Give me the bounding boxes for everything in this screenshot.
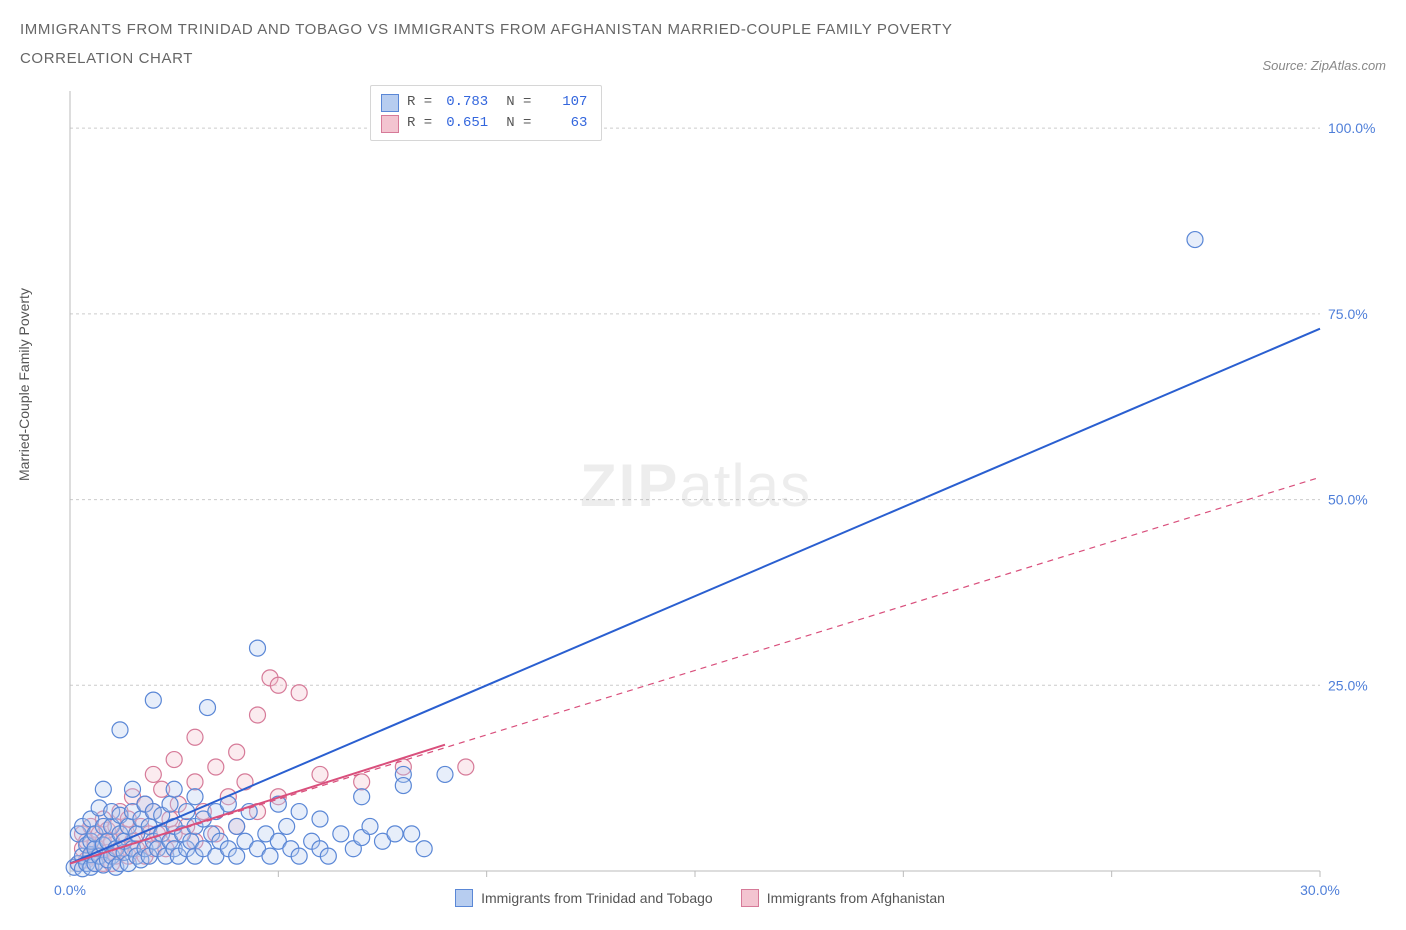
svg-text:100.0%: 100.0% <box>1328 120 1375 136</box>
chart-title: IMMIGRANTS FROM TRINIDAD AND TOBAGO VS I… <box>20 16 1070 73</box>
r-value-1: 0.651 <box>440 113 488 134</box>
n-label-0: N = <box>506 92 531 113</box>
stat-swatch-0 <box>381 94 399 112</box>
legend-swatch-1 <box>741 889 759 907</box>
stat-row-1: R = 0.651 N = 63 <box>381 113 587 134</box>
r-value-0: 0.783 <box>440 92 488 113</box>
legend-label-1: Immigrants from Afghanistan <box>767 890 945 906</box>
stat-swatch-1 <box>381 115 399 133</box>
source-label: Source: ZipAtlas.com <box>1262 58 1386 73</box>
n-label-1: N = <box>506 113 531 134</box>
legend-item-1: Immigrants from Afghanistan <box>741 889 945 907</box>
n-value-1: 63 <box>539 113 587 134</box>
stats-box: R = 0.783 N = 107 R = 0.651 N = 63 <box>370 85 602 141</box>
r-label-0: R = <box>407 92 432 113</box>
watermark: ZIPatlas <box>580 451 811 520</box>
svg-text:50.0%: 50.0% <box>1328 492 1368 508</box>
legend-item-0: Immigrants from Trinidad and Tobago <box>455 889 713 907</box>
bottom-legend: Immigrants from Trinidad and Tobago Immi… <box>20 889 1380 907</box>
legend-label-0: Immigrants from Trinidad and Tobago <box>481 890 713 906</box>
r-label-1: R = <box>407 113 432 134</box>
svg-text:75.0%: 75.0% <box>1328 306 1368 322</box>
watermark-bold: ZIP <box>580 452 679 519</box>
stat-row-0: R = 0.783 N = 107 <box>381 92 587 113</box>
svg-text:25.0%: 25.0% <box>1328 677 1368 693</box>
legend-swatch-0 <box>455 889 473 907</box>
n-value-0: 107 <box>539 92 587 113</box>
watermark-light: atlas <box>679 452 811 519</box>
chart-container: Married-Couple Family Poverty ZIPatlas R… <box>20 81 1380 901</box>
